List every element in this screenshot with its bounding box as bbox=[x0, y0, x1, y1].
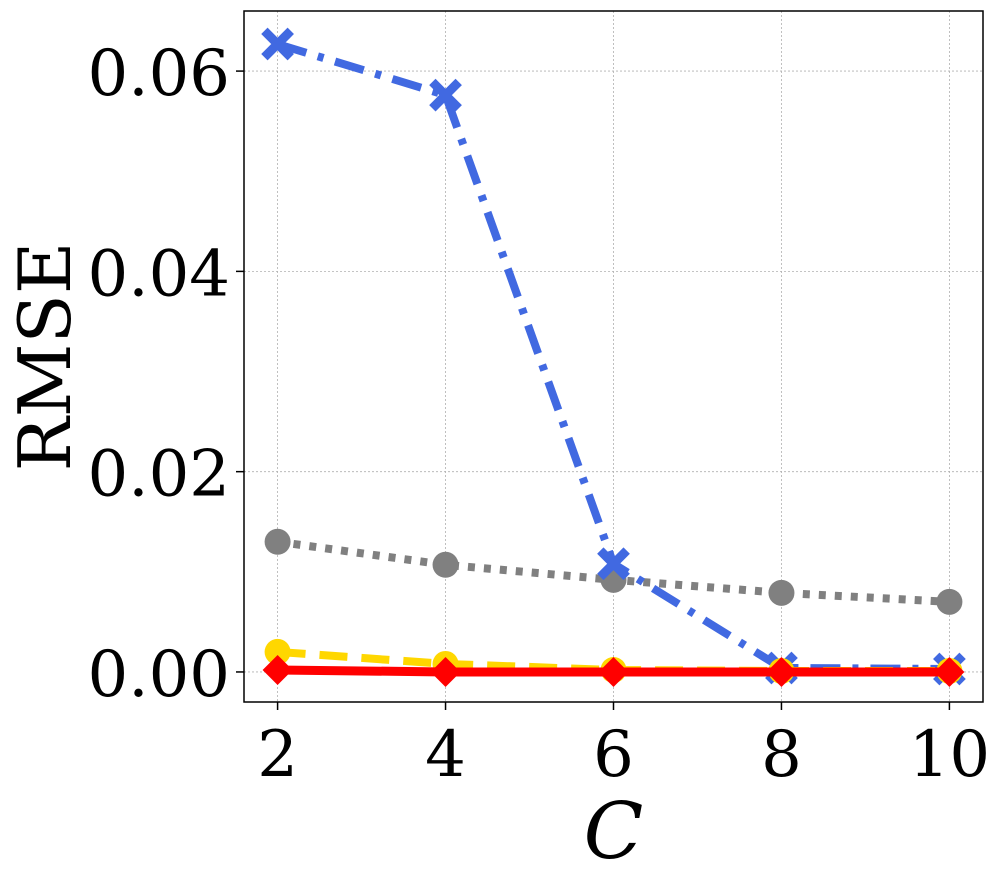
series-layer bbox=[261, 27, 966, 687]
y-axis-label: RMSE bbox=[3, 242, 87, 472]
data-point-red-solid bbox=[598, 656, 629, 687]
x-tick-label: 2 bbox=[257, 718, 298, 792]
data-point-gray-dotted bbox=[264, 528, 291, 555]
x-tick-label: 6 bbox=[593, 718, 634, 792]
series-red-solid bbox=[262, 654, 965, 687]
data-point-gold-dashed bbox=[264, 638, 291, 665]
y-tick-label: 0.04 bbox=[88, 237, 231, 311]
data-point-red-solid bbox=[934, 656, 965, 687]
data-point-blue-dashdot bbox=[429, 78, 462, 112]
y-tick-label: 0.02 bbox=[88, 438, 231, 512]
x-tick-label: 10 bbox=[909, 718, 990, 792]
data-point-red-solid bbox=[262, 654, 293, 685]
data-point-gray-dotted bbox=[936, 588, 963, 615]
ticks: 2 4 6 8 10 0.00 0.02 0.04 0.06 bbox=[88, 37, 991, 792]
x-axis-label: C bbox=[584, 787, 644, 877]
series-gray-dotted bbox=[264, 528, 963, 615]
x-tick-label: 4 bbox=[425, 718, 466, 792]
data-point-blue-dashdot bbox=[261, 27, 294, 61]
data-point-blue-dashdot bbox=[597, 547, 630, 581]
data-point-red-solid bbox=[430, 656, 461, 687]
y-tick-label: 0.06 bbox=[88, 37, 231, 111]
data-point-red-solid bbox=[766, 656, 797, 687]
data-point-gray-dotted bbox=[768, 579, 795, 606]
data-point-gray-dotted bbox=[432, 551, 459, 578]
y-tick-label: 0.00 bbox=[88, 638, 231, 712]
x-tick-label: 8 bbox=[761, 718, 802, 792]
